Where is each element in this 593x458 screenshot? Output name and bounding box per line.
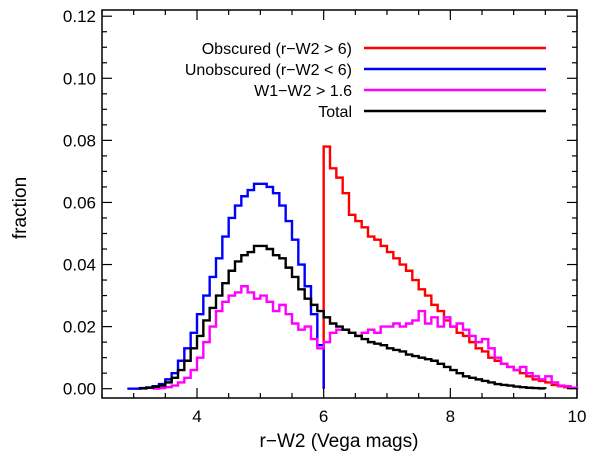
x-tick-label: 4 — [192, 407, 201, 426]
x-tick-label: 6 — [319, 407, 328, 426]
y-tick-label: 0.10 — [63, 69, 96, 88]
series-line-2 — [152, 285, 579, 390]
plot-border — [101, 9, 578, 399]
series-line-3 — [138, 244, 547, 390]
x-tick-label: 8 — [446, 407, 455, 426]
ticks-layer: 4 6 8 10 0.00 0.02 0.04 0.06 0.08 0.10 0.12 — [63, 7, 587, 426]
y-axis-label: fraction — [10, 177, 31, 239]
series-line-0 — [322, 145, 579, 390]
series-layer — [127, 145, 579, 390]
legend-label-0: Obscured (r−W2 > 6) — [202, 41, 352, 58]
legend-label-1: Unobscured (r−W2 < 6) — [185, 62, 352, 79]
y-tick-label: 0.02 — [63, 318, 96, 337]
y-tick-label: 0.04 — [63, 256, 96, 275]
x-tick-label: 10 — [568, 407, 587, 426]
y-tick-label: 0.12 — [63, 7, 96, 26]
y-tick-label: 0.08 — [63, 131, 96, 150]
y-tick-label: 0.06 — [63, 193, 96, 212]
x-axis-label: r−W2 (Vega mags) — [260, 431, 419, 452]
series-line-1 — [127, 182, 325, 390]
legend-label-3: Total — [318, 104, 352, 121]
legend: Obscured (r−W2 > 6) Unobscured (r−W2 < 6)… — [185, 41, 546, 121]
y-tick-label: 0.00 — [63, 380, 96, 399]
legend-label-2: W1−W2 > 1.6 — [254, 83, 352, 100]
plot-frame — [101, 9, 578, 399]
